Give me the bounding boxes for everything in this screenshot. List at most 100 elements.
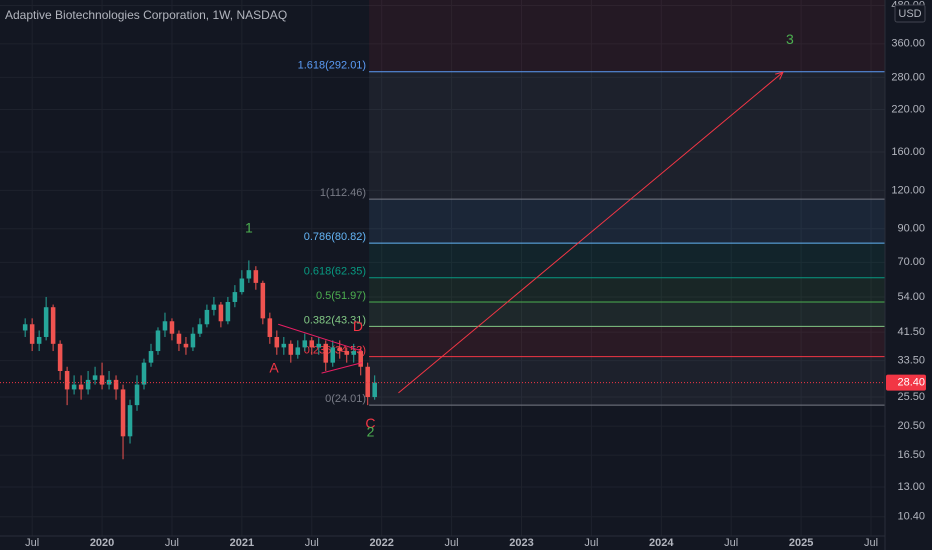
y-tick-label: 220.00: [891, 103, 925, 115]
y-tick-label: 120.00: [891, 184, 925, 196]
y-tick-label: 54.00: [897, 291, 925, 303]
fib-band: [369, 326, 886, 357]
x-tick-label: Jul: [724, 537, 738, 549]
wave-label: C: [365, 415, 375, 431]
y-tick-label: 41.50: [897, 326, 925, 338]
candle-body: [211, 304, 217, 310]
candle-body: [99, 375, 105, 385]
candle-body: [225, 301, 231, 322]
x-tick-label: Jul: [25, 537, 39, 549]
fib-band: [369, 277, 886, 303]
y-tick-label: 20.50: [897, 420, 925, 432]
candle-body: [141, 362, 147, 385]
wave-label: 1: [245, 219, 253, 235]
y-tick-label: 280.00: [891, 71, 925, 83]
y-tick-label: 70.00: [897, 256, 925, 268]
chart-title: Adaptive Biotechnologies Corporation, 1W…: [5, 8, 287, 22]
triangle-line: [321, 362, 363, 374]
fib-band: [369, 0, 886, 72]
x-tick-label: Jul: [445, 537, 459, 549]
triangle-line: [278, 323, 363, 352]
candle-body: [71, 384, 77, 390]
candle-body: [246, 270, 252, 279]
candle-body: [344, 351, 350, 355]
candle-body: [330, 347, 336, 363]
wave-label: 2: [367, 424, 375, 440]
candle-body: [323, 343, 329, 363]
fib-band: [369, 302, 886, 327]
fib-label: 0.5(51.97): [316, 290, 366, 302]
candle-body: [127, 405, 133, 437]
fib-band: [369, 199, 886, 244]
candle-body: [148, 351, 154, 363]
arrow-head: [775, 71, 784, 80]
y-tick-label: 90.00: [897, 223, 925, 235]
annotations: 1 A D C2 3: [0, 31, 885, 440]
candle-body: [92, 375, 98, 380]
last-price-label: 28.40: [897, 377, 925, 389]
grid: [0, 0, 885, 536]
candle-body: [267, 318, 273, 337]
candle-body: [106, 379, 112, 385]
currency-box: [894, 4, 926, 23]
x-tick-label: 2022: [369, 537, 393, 549]
x-tick-label: Jul: [305, 537, 319, 549]
candle-body: [197, 324, 203, 334]
candle-body: [57, 343, 63, 371]
candle-body: [365, 366, 370, 398]
y-tick-label: 360.00: [891, 38, 925, 50]
candle-body: [274, 336, 280, 348]
wave-label: 3: [786, 31, 794, 47]
fib-label: 0(24.01): [325, 393, 366, 405]
candle-body: [29, 324, 35, 344]
candle-body: [309, 340, 315, 348]
fib-label: 1(112.46): [320, 187, 366, 199]
wave-label: D: [353, 318, 363, 334]
last-price-box: [886, 374, 926, 391]
y-tick-label: 160.00: [891, 146, 925, 158]
x-tick-label: 2025: [789, 537, 813, 549]
candle-body: [302, 340, 308, 348]
fib-band: [369, 356, 886, 406]
candle-body: [78, 384, 84, 390]
y-tick-label: 10.40: [897, 511, 925, 523]
candle-body: [239, 278, 245, 293]
y-tick-label: 33.50: [897, 355, 925, 367]
candle-body: [43, 307, 49, 337]
fib-band: [369, 243, 886, 278]
wave-label: A: [269, 360, 279, 376]
candle-body: [64, 370, 70, 390]
candle-body: [113, 379, 119, 390]
candle-body: [288, 343, 294, 355]
candle-body: [183, 343, 189, 348]
arrow: [398, 71, 784, 394]
candle-body: [120, 389, 126, 437]
candle-body: [218, 304, 224, 322]
candle-body: [260, 282, 266, 319]
candle-body: [50, 307, 56, 344]
candle-body: [176, 333, 182, 344]
x-tick-label: Jul: [165, 537, 179, 549]
candle-body: [22, 324, 28, 331]
candle-body: [372, 382, 377, 398]
candle-body: [169, 321, 175, 334]
fib-label: 0.382(43.31): [304, 314, 366, 326]
currency: USD: [898, 8, 921, 20]
candle-body: [253, 270, 259, 283]
fib-retracement: 1.618(292.01) 1(112.46) 0.786(80.82) 0.618(…: [298, 0, 886, 406]
candle-body: [295, 347, 301, 355]
candle-body: [204, 309, 210, 325]
candle-body: [337, 347, 343, 352]
candle-body: [281, 343, 287, 348]
fib-band: [369, 71, 886, 200]
x-tick-label: Jul: [864, 537, 878, 549]
fib-label: 1.618(292.01): [298, 60, 367, 72]
candle-body: [232, 292, 238, 302]
axes: 480.00360.00280.00220.00160.00120.0090.0…: [25, 0, 926, 549]
y-tick-label: 16.50: [897, 449, 925, 461]
fib-label: 0.618(62.35): [304, 266, 366, 278]
x-tick-label: 2020: [90, 537, 114, 549]
x-tick-label: 2023: [509, 537, 533, 549]
x-tick-label: Jul: [584, 537, 598, 549]
